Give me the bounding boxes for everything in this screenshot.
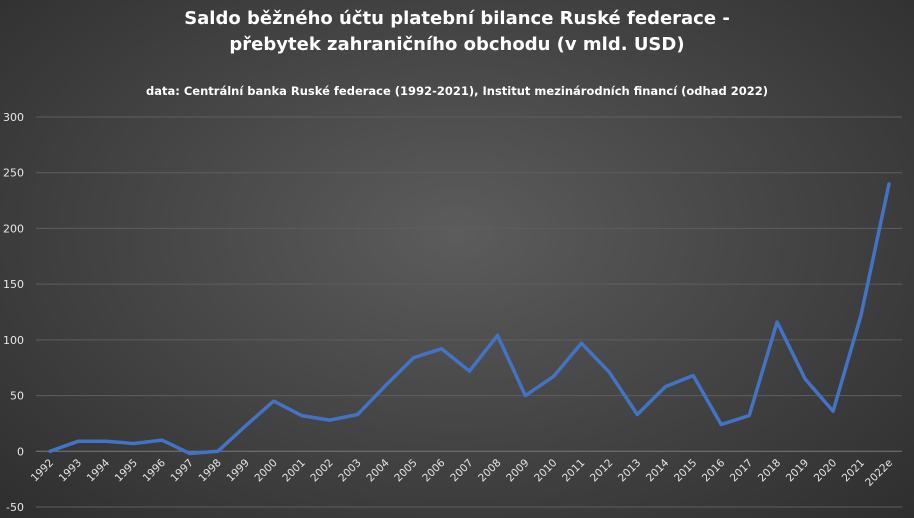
x-tick-label: 2013 <box>616 457 643 484</box>
data-point <box>300 414 304 418</box>
data-point <box>132 441 136 445</box>
data-point <box>495 333 499 337</box>
data-point <box>719 423 723 427</box>
x-tick-label: 2019 <box>784 457 811 484</box>
series-layer <box>48 182 891 456</box>
data-point <box>48 449 52 453</box>
x-tick-label: 1993 <box>57 457 84 484</box>
data-point <box>412 356 416 360</box>
data-point <box>188 452 192 456</box>
y-tick-label: 100 <box>3 334 24 347</box>
y-axis-ticks: -50 0 50 100 150 200 250 300 <box>3 111 24 514</box>
x-tick-label: 2005 <box>392 457 419 484</box>
data-point <box>551 375 555 379</box>
x-tick-label: 2010 <box>532 457 559 484</box>
data-point <box>523 394 527 398</box>
x-tick-label: 1994 <box>85 457 113 485</box>
data-point <box>160 438 164 442</box>
y-tick-label: 250 <box>3 167 24 180</box>
data-point <box>859 313 863 317</box>
y-tick-label: 200 <box>3 222 24 235</box>
x-axis-ticks: 1992 1993 1994 1995 1996 1997 1998 1999 2000 2001… <box>29 457 895 489</box>
x-tick-label: 1998 <box>197 457 224 484</box>
y-tick-label: -50 <box>6 501 24 514</box>
x-tick-label: 2020 <box>812 457 839 484</box>
x-tick-label: 1995 <box>113 457 140 484</box>
chart-title-line-1: Saldo běžného účtu platební bilance Rusk… <box>184 8 730 29</box>
data-point <box>887 182 891 186</box>
series-line <box>48 182 891 456</box>
x-tick-label: 1999 <box>224 457 251 484</box>
x-tick-label: 2003 <box>336 457 363 484</box>
data-point <box>384 384 388 388</box>
data-point <box>356 413 360 417</box>
data-point <box>104 439 108 443</box>
data-point <box>775 320 779 324</box>
x-tick-label: 2007 <box>448 457 475 484</box>
x-tick-label: 1992 <box>29 457 56 484</box>
data-point <box>244 424 248 428</box>
x-tick-label: 2002 <box>308 457 335 484</box>
x-tick-label: 1996 <box>141 457 169 485</box>
x-tick-label: 2008 <box>476 457 503 484</box>
chart-title: Saldo běžného účtu platební bilance Rusk… <box>0 6 914 58</box>
x-tick-label: 2011 <box>560 457 587 484</box>
y-tick-label: 0 <box>17 445 24 458</box>
x-tick-label: 1997 <box>169 457 196 484</box>
data-point <box>272 399 276 403</box>
data-point <box>635 413 639 417</box>
x-tick-label: 2017 <box>728 457 755 484</box>
x-tick-label: 2014 <box>644 457 672 485</box>
data-point <box>691 374 695 378</box>
data-point <box>216 449 220 453</box>
data-point <box>831 409 835 413</box>
data-point <box>803 377 807 381</box>
x-tick-label: 2004 <box>364 457 392 485</box>
x-tick-label: 2012 <box>588 457 615 484</box>
data-point <box>468 369 471 373</box>
x-tick-label: 2016 <box>700 457 728 485</box>
chart-title-line-2: přebytek zahraničního obchodu (v mld. US… <box>229 34 685 55</box>
data-point <box>440 347 444 351</box>
x-tick-label: 2015 <box>672 457 699 484</box>
x-tick-label: 2001 <box>280 457 307 484</box>
x-tick-label: 2022e <box>863 457 895 489</box>
data-point <box>663 385 667 389</box>
y-tick-label: 300 <box>3 111 24 124</box>
x-tick-label: 2009 <box>504 457 531 484</box>
data-point <box>747 414 751 418</box>
x-tick-label: 2006 <box>420 457 448 485</box>
data-point <box>76 439 80 443</box>
data-point <box>607 370 611 374</box>
data-point <box>328 418 332 422</box>
chart-subtitle: data: Centrální banka Ruské federace (19… <box>146 84 768 98</box>
data-point <box>579 341 583 345</box>
x-tick-label: 2018 <box>756 457 783 484</box>
y-tick-label: 50 <box>10 390 24 403</box>
y-tick-label: 150 <box>3 278 24 291</box>
x-tick-label: 2000 <box>252 457 279 484</box>
gridlines <box>36 116 902 508</box>
